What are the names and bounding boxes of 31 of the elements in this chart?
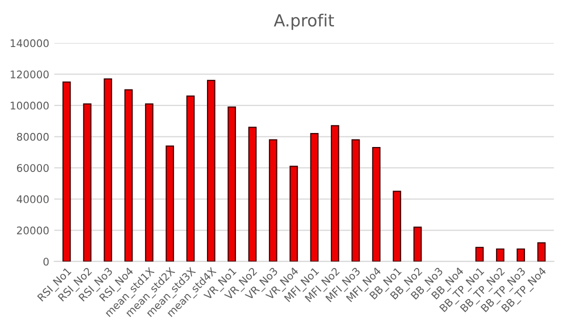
bar: [145, 103, 154, 262]
y-tick-label: 60000: [16, 164, 49, 172]
bar: [186, 96, 195, 262]
bar: [496, 248, 504, 262]
bar: [330, 125, 340, 262]
bar: [248, 126, 257, 262]
y-tick-label: 80000: [16, 132, 49, 141]
bar: [228, 106, 236, 262]
bar: [290, 166, 298, 262]
y-tick-label: 0: [43, 258, 49, 266]
y-tick-label: 100000: [10, 102, 49, 110]
y-tick-label: 140000: [10, 39, 49, 48]
bar: [516, 248, 526, 262]
bar: [310, 132, 319, 262]
bar: [166, 145, 174, 262]
y-tick-label: 20000: [17, 226, 49, 234]
bar: [124, 89, 133, 262]
bar: [537, 242, 546, 262]
bar: [413, 226, 422, 262]
bar: [104, 78, 112, 262]
bar: [392, 190, 402, 262]
y-tick-label: 120000: [10, 70, 49, 78]
bar: [206, 80, 216, 262]
y-tick-label: 40000: [16, 195, 49, 204]
bar: [352, 139, 360, 262]
chart-title: A.profit: [274, 14, 334, 30]
bar: [475, 246, 484, 262]
bar: [83, 103, 92, 262]
bar: [62, 81, 71, 262]
bar: [268, 139, 278, 262]
bar: [372, 147, 380, 262]
